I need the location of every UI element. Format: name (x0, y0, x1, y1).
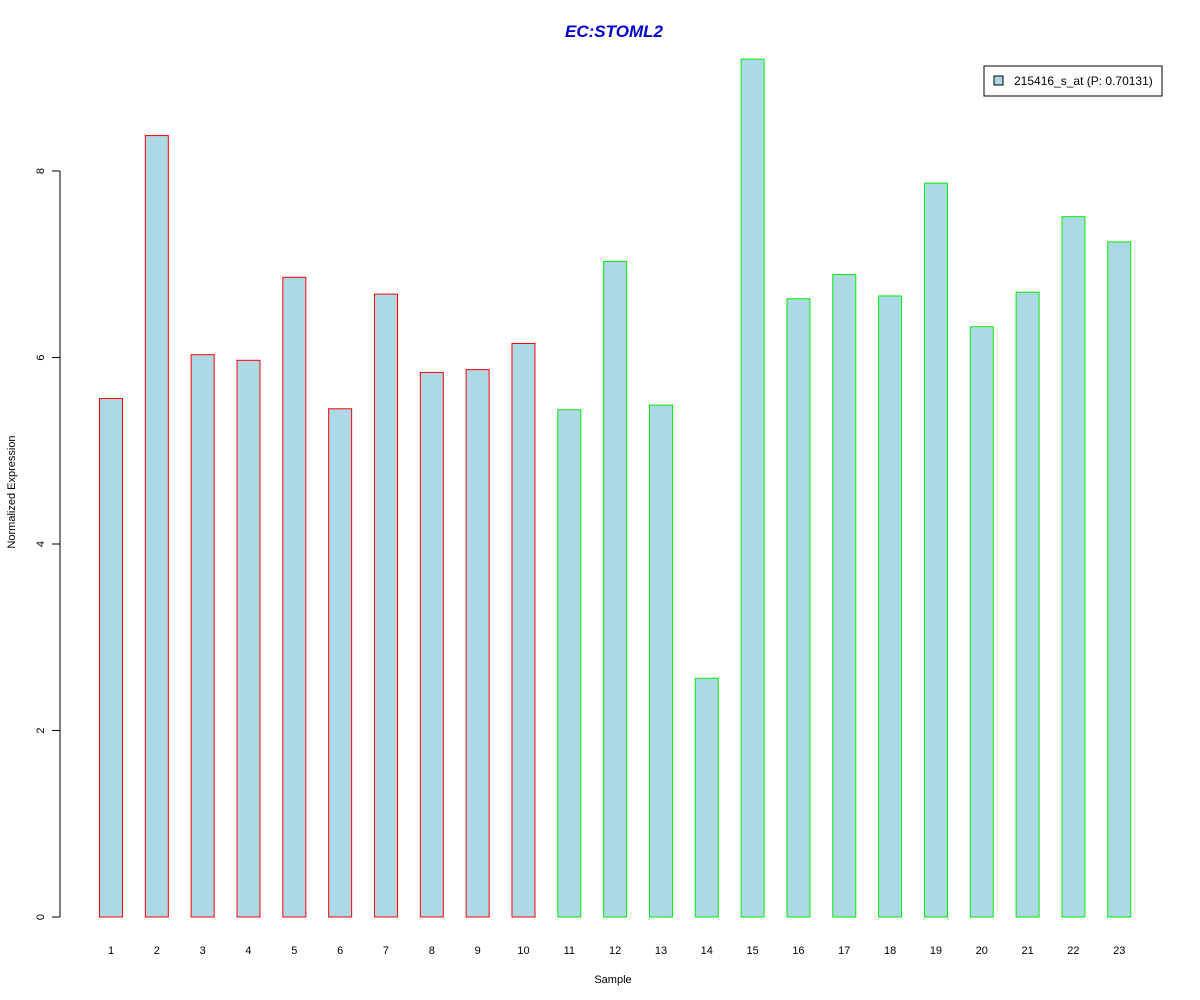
bar (648, 404, 673, 918)
y-tick-label: 2 (35, 727, 47, 733)
x-tick-label: 12 (609, 945, 621, 957)
x-tick-label: 6 (337, 945, 343, 957)
x-tick-label: 8 (429, 945, 435, 957)
y-tick-label: 6 (35, 354, 47, 360)
y-tick-label: 0 (35, 914, 47, 920)
x-tick-label: 7 (383, 945, 389, 957)
bar (740, 58, 765, 918)
x-tick-label: 16 (792, 945, 804, 957)
bar (969, 326, 994, 918)
x-tick-label: 20 (976, 945, 988, 957)
legend-label: 215416_s_at (P: 0.70131) (1014, 74, 1153, 88)
bar (832, 274, 857, 918)
bar (144, 135, 169, 918)
bar (282, 276, 307, 918)
bar (557, 409, 582, 918)
x-tick-label: 13 (655, 945, 667, 957)
y-axis-label: Normalized Expression (6, 435, 18, 548)
bar (99, 398, 123, 918)
bar (878, 295, 903, 918)
bar (511, 343, 536, 918)
x-tick-label: 10 (517, 945, 529, 957)
x-tick-labels: 1 2 3 4 5 6 7 8 9 10 11 12 13 14 15 16 17 18 19 20 21 22 23 (108, 945, 1125, 957)
legend-swatch (993, 75, 1004, 86)
x-tick-label: 4 (245, 945, 251, 957)
y-ticks: 0 2 4 6 8 (35, 168, 60, 920)
legend-box (983, 65, 1163, 97)
y-axis: 0 2 4 6 8 (35, 168, 61, 920)
bar (1015, 291, 1040, 918)
x-tick-label: 22 (1067, 945, 1079, 957)
y-tick-label: 4 (35, 541, 47, 547)
y-tick-label: 8 (35, 168, 47, 174)
bar (786, 298, 811, 918)
x-tick-label: 19 (930, 945, 942, 957)
x-tick-label: 17 (838, 945, 850, 957)
x-axis-label: Sample (594, 974, 631, 986)
x-tick-label: 18 (884, 945, 896, 957)
x-tick-label: 2 (154, 945, 160, 957)
x-tick-label: 1 (108, 945, 114, 957)
bar (1107, 241, 1132, 918)
bar (373, 293, 398, 918)
bar (419, 371, 444, 918)
x-tick-label: 14 (701, 945, 713, 957)
bar (190, 354, 215, 918)
x-tick-label: 5 (291, 945, 297, 957)
x-tick-label: 21 (1021, 945, 1033, 957)
legend: 215416_s_at (P: 0.70131) (983, 65, 1163, 97)
x-tick-label: 3 (200, 945, 206, 957)
bars (99, 58, 1132, 918)
chart-title: EC:STOML2 (565, 22, 663, 41)
x-tick-label: 9 (475, 945, 481, 957)
bar (603, 260, 628, 918)
x-tick-label: 11 (564, 945, 575, 957)
bar (1061, 216, 1086, 918)
bar (465, 369, 490, 918)
bar (328, 408, 353, 918)
x-tick-label: 23 (1113, 945, 1125, 957)
bar (236, 359, 261, 918)
x-tick-label: 15 (746, 945, 758, 957)
bar (694, 677, 719, 918)
bar (923, 182, 948, 918)
